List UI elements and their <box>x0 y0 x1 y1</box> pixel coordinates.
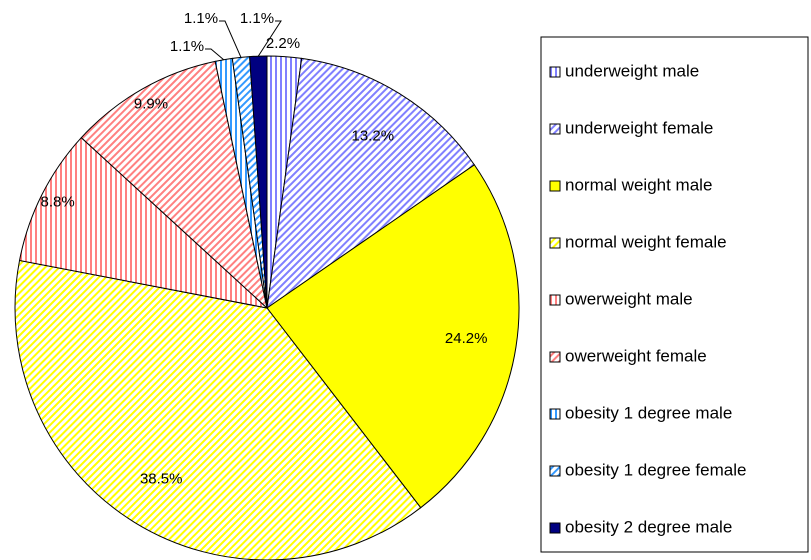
pie <box>14 55 520 560</box>
leader-line <box>219 20 242 58</box>
leader-line <box>257 20 282 57</box>
legend-label: normal weight male <box>565 175 712 194</box>
legend-swatch <box>549 351 561 363</box>
data-label: 24.2% <box>445 330 488 347</box>
data-label: 1.1% <box>240 10 274 27</box>
legend-label: owerweight male <box>565 289 693 308</box>
legend-swatch <box>549 408 561 420</box>
legend-box <box>540 36 809 553</box>
legend-label: obesity 1 degree female <box>565 460 746 479</box>
legend-swatch <box>549 294 561 306</box>
data-label: 1.1% <box>184 10 218 27</box>
legend: underweight male underweight female normal… <box>549 61 746 536</box>
legend-swatch <box>549 66 561 78</box>
data-label: 13.2% <box>352 127 395 144</box>
legend-swatch <box>549 123 561 135</box>
leader-line <box>205 48 225 61</box>
legend-swatch <box>549 237 561 249</box>
legend-swatch <box>549 465 561 477</box>
pie-slice <box>14 259 422 560</box>
legend-label: normal weight female <box>565 232 727 251</box>
legend-label: obesity 1 degree male <box>565 403 732 422</box>
pie-slice <box>266 57 476 310</box>
pie-slice <box>249 55 268 309</box>
data-labels: 2.2% 13.2% 24.2% 38.5% 8.8% 9.9% 1.1% 1.1% 1.1% <box>41 10 488 488</box>
pie-slice <box>80 60 268 310</box>
legend-label: owerweight female <box>565 346 707 365</box>
legend-label: underweight male <box>565 61 699 80</box>
legend-label: obesity 2 degree male <box>565 517 732 536</box>
legend-swatch <box>549 180 561 192</box>
pie-slice <box>18 136 269 309</box>
data-label: 9.9% <box>134 95 168 112</box>
pie-slice <box>266 164 520 509</box>
data-label: 38.5% <box>140 471 183 488</box>
data-label: 1.1% <box>170 38 204 55</box>
legend-label: underweight female <box>565 118 713 137</box>
data-label: 2.2% <box>266 35 300 52</box>
data-label: 8.8% <box>41 194 75 211</box>
legend-swatch <box>549 522 561 534</box>
